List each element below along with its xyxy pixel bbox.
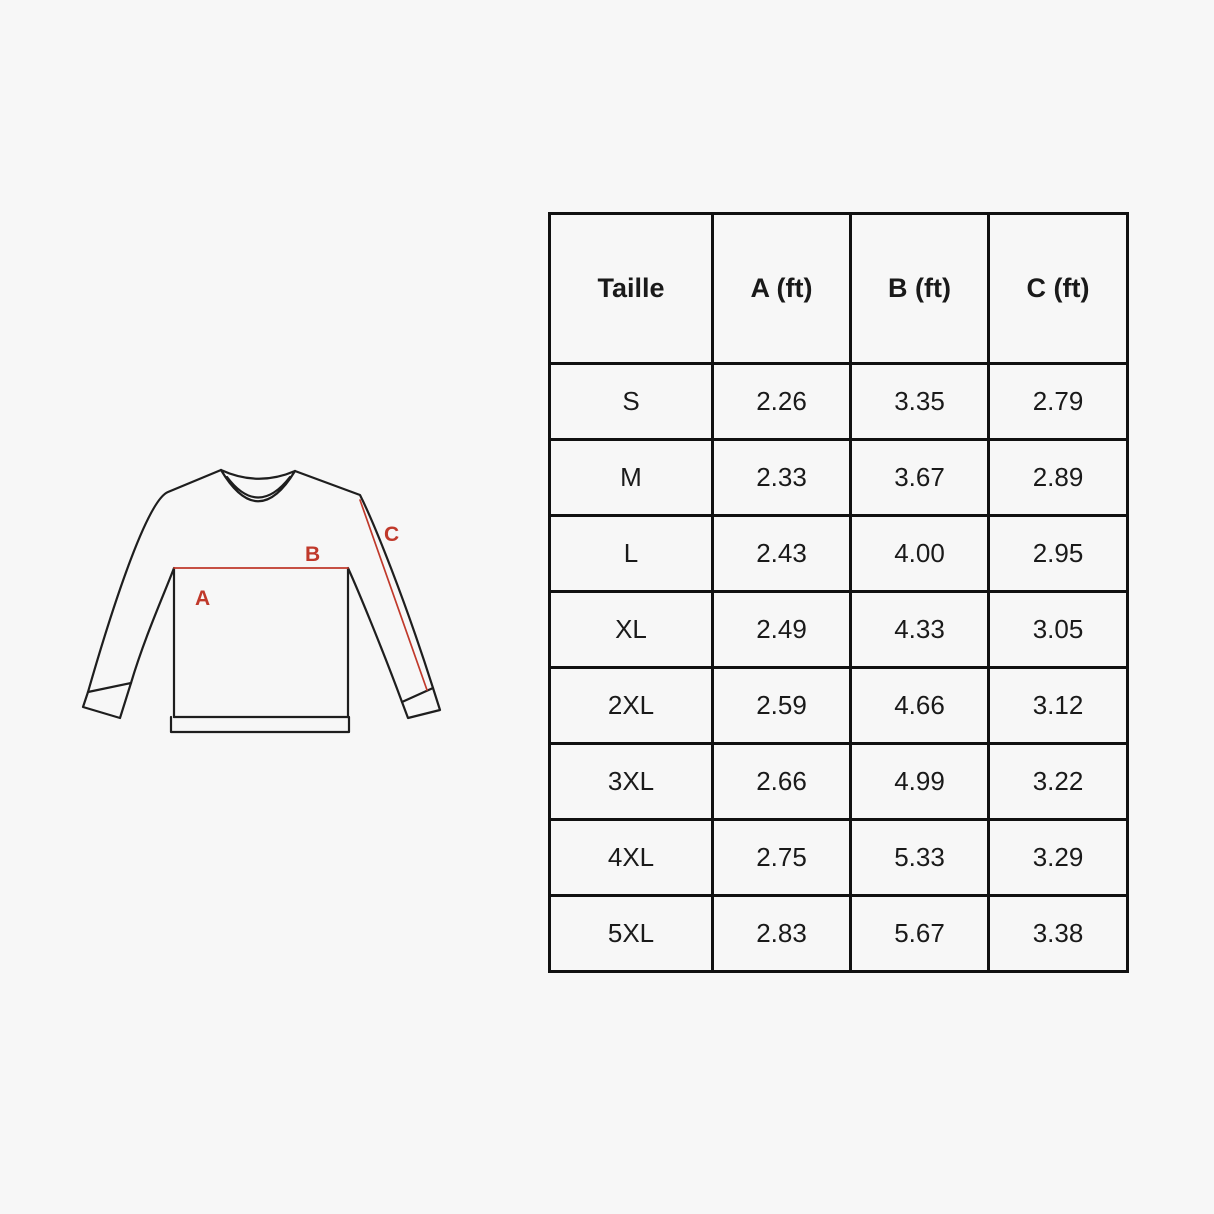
measurement-cell: 4.99: [849, 742, 990, 821]
measure-label-c: C: [384, 523, 399, 546]
size-label-cell: L: [548, 514, 714, 593]
size-row: 5XL 2.83 5.67 3.38: [548, 894, 1129, 973]
size-row: 4XL 2.75 5.33 3.29: [548, 818, 1129, 897]
garment-left-cuff-seam: [86, 681, 133, 694]
size-label-cell: 5XL: [548, 894, 714, 973]
garment-right-outline: [293, 469, 442, 720]
measurement-cell: 2.66: [711, 742, 852, 821]
measurement-cell: 2.95: [987, 514, 1129, 593]
measurement-cell: 3.22: [987, 742, 1129, 821]
size-label-cell: 3XL: [548, 742, 714, 821]
size-table-header: Taille A (ft) B (ft) C (ft): [548, 212, 1129, 365]
measurement-cell: 2.43: [711, 514, 852, 593]
measurement-cell: 5.67: [849, 894, 990, 973]
measurement-cell: 3.67: [849, 438, 990, 517]
size-label-cell: 4XL: [548, 818, 714, 897]
size-row: XL 2.49 4.33 3.05: [548, 590, 1129, 669]
measurement-cell: 3.29: [987, 818, 1129, 897]
measurement-cell: 4.33: [849, 590, 990, 669]
garment-diagram: A B C: [70, 440, 470, 770]
measurement-cell: 2.49: [711, 590, 852, 669]
measurement-cell: 3.38: [987, 894, 1129, 973]
garment-right-cuff-seam: [400, 686, 435, 704]
column-header-b: B (ft): [849, 212, 990, 365]
size-row: 2XL 2.59 4.66 3.12: [548, 666, 1129, 745]
measurement-cell: 2.83: [711, 894, 852, 973]
size-label-cell: M: [548, 438, 714, 517]
size-table-body: S 2.26 3.35 2.79 M 2.33 3.67 2.89 L 2.43 4.00 2.95 X…: [548, 362, 1129, 973]
header-row: Taille A (ft) B (ft) C (ft): [548, 212, 1129, 365]
size-row: S 2.26 3.35 2.79: [548, 362, 1129, 441]
measurement-cell: 2.79: [987, 362, 1129, 441]
measurement-cell: 4.66: [849, 666, 990, 745]
measurement-cell: 2.75: [711, 818, 852, 897]
column-header-c: C (ft): [987, 212, 1129, 365]
size-label-cell: 2XL: [548, 666, 714, 745]
measurement-cell: 3.35: [849, 362, 990, 441]
size-chart-table: Taille A (ft) B (ft) C (ft) S 2.26 3.35 2.7…: [548, 212, 1129, 973]
measurement-cell: 2.89: [987, 438, 1129, 517]
size-label-cell: XL: [548, 590, 714, 669]
measure-line-c: [359, 499, 428, 691]
column-header-a: A (ft): [711, 212, 852, 365]
measurement-cell: 2.59: [711, 666, 852, 745]
measure-label-b: B: [305, 543, 320, 566]
measurement-cell: 4.00: [849, 514, 990, 593]
sweatshirt-drawing: A B C: [81, 468, 442, 734]
measurement-cell: 2.26: [711, 362, 852, 441]
measurement-cell: 3.12: [987, 666, 1129, 745]
measure-label-a: A: [195, 587, 210, 610]
garment-hem-band: [169, 715, 351, 734]
measurement-cell: 5.33: [849, 818, 990, 897]
garment-collar: [219, 468, 297, 503]
measurement-cell: 2.33: [711, 438, 852, 517]
size-row: L 2.43 4.00 2.95: [548, 514, 1129, 593]
size-label-cell: S: [548, 362, 714, 441]
measurement-cell: 3.05: [987, 590, 1129, 669]
size-row: M 2.33 3.67 2.89: [548, 438, 1129, 517]
size-row: 3XL 2.66 4.99 3.22: [548, 742, 1129, 821]
column-header-taille: Taille: [548, 212, 714, 365]
